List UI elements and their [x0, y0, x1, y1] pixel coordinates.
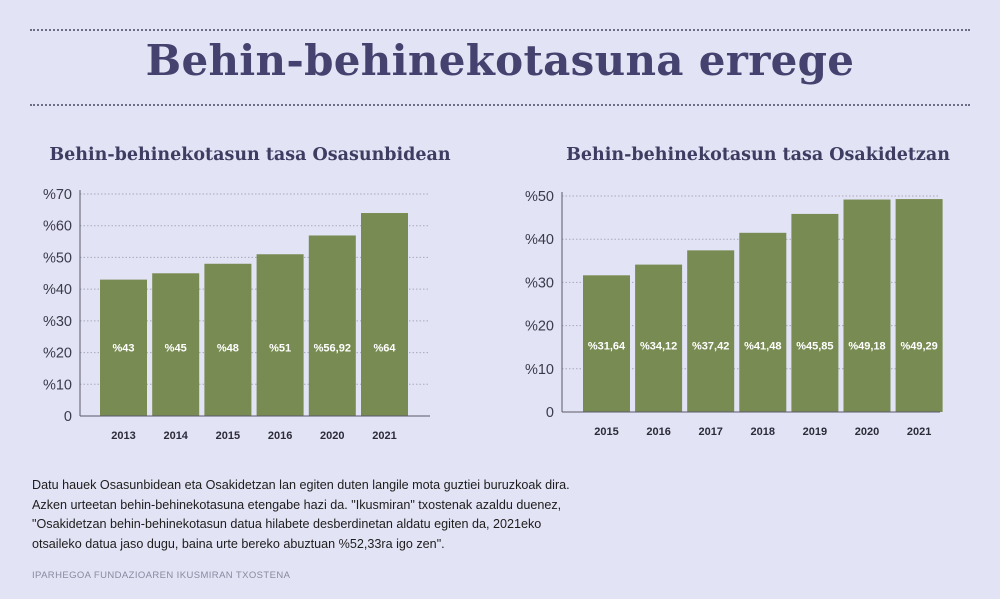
bar-chart-osakidetza: 0 %10 %20 %30 %40 %50 %31,64 2015 %34,12 2016 %37,…	[525, 189, 943, 438]
y-tick-label: 0	[64, 409, 72, 425]
page-title: Behin-behinekotasuna errege	[145, 36, 855, 85]
bar-value-label: %51	[269, 343, 291, 355]
x-tick-label: 2021	[907, 426, 931, 438]
bar	[583, 275, 630, 412]
x-tick-label: 2016	[268, 430, 292, 442]
source-credit: IPARHEGOA FUNDAZIOAREN IKUSMIRAN TXOSTEN…	[32, 570, 291, 581]
footer-note: Datu hauek Osasunbidean eta Osakidetzan …	[32, 476, 832, 554]
x-tick-label: 2020	[320, 430, 344, 442]
y-tick-label: %20	[43, 346, 72, 362]
y-tick-label: %70	[43, 187, 72, 203]
bottom-dotted-rule	[30, 104, 970, 106]
footer-line: Azken urteetan behin-behinekotasuna eten…	[32, 497, 562, 512]
y-tick-label: %10	[525, 362, 554, 378]
x-tick-label: 2014	[163, 430, 188, 442]
x-tick-label: 2019	[803, 426, 827, 438]
y-tick-label: %50	[525, 189, 554, 205]
x-tick-label: 2013	[111, 430, 135, 442]
bar	[152, 273, 200, 416]
bar-value-label: %64	[373, 343, 396, 355]
bar	[791, 213, 839, 412]
y-tick-label: %60	[43, 219, 72, 235]
y-tick-label: %30	[43, 314, 72, 330]
bar	[739, 232, 787, 412]
y-tick-label: %10	[43, 377, 72, 393]
bar-value-label: %43	[112, 343, 134, 355]
x-tick-label: 2018	[751, 426, 775, 438]
chart-title-osakidetza: Behin-behinekotasun tasa Osakidetzan	[566, 145, 950, 165]
y-tick-label: %40	[525, 232, 554, 248]
bar-value-label: %41,48	[744, 340, 781, 352]
x-tick-label: 2015	[216, 430, 240, 442]
bar-value-label: %45,85	[796, 340, 833, 352]
chart-title-osasunbidea: Behin-behinekotasun tasa Osasunbidean	[49, 145, 451, 165]
bar-value-label: %48	[217, 343, 239, 355]
bar	[308, 235, 356, 416]
bar-value-label: %34,12	[640, 340, 677, 352]
bar-value-label: %37,42	[692, 340, 729, 352]
bar	[204, 263, 252, 416]
footer-line: "Osakidetzan behin-behinekotasun datua h…	[32, 517, 542, 531]
top-dotted-rule	[30, 29, 970, 31]
bar	[895, 199, 943, 412]
footer-line: otsaileko datua jaso dugu, baina urte be…	[32, 536, 445, 551]
bar-value-label: %45	[165, 343, 187, 355]
bar-chart-osasunbidea: 0 %10 %20 %30 %40 %50 %60 %70 %43 2013 %45 2014 %48 2…	[43, 187, 430, 442]
x-tick-label: 2021	[372, 430, 396, 442]
bar-value-label: %31,64	[588, 340, 626, 352]
x-tick-label: 2020	[855, 426, 879, 438]
footer-line: Datu hauek Osasunbidean eta Osakidetzan …	[32, 478, 570, 492]
bar-value-label: %56,92	[314, 343, 351, 355]
bar	[100, 279, 147, 416]
y-tick-label: %50	[43, 250, 72, 266]
bar	[361, 213, 408, 416]
bar	[256, 254, 304, 416]
x-tick-label: 2017	[698, 426, 722, 438]
bar	[843, 199, 891, 412]
y-tick-label: 0	[546, 405, 554, 421]
y-tick-label: %30	[525, 275, 554, 291]
x-tick-label: 2016	[646, 426, 670, 438]
y-tick-label: %40	[43, 282, 72, 298]
bar	[687, 250, 735, 412]
bar-value-label: %49,18	[848, 340, 885, 352]
bar	[635, 264, 683, 412]
x-tick-label: 2015	[594, 426, 618, 438]
y-tick-label: %20	[525, 319, 554, 335]
bar-value-label: %49,29	[900, 340, 937, 352]
